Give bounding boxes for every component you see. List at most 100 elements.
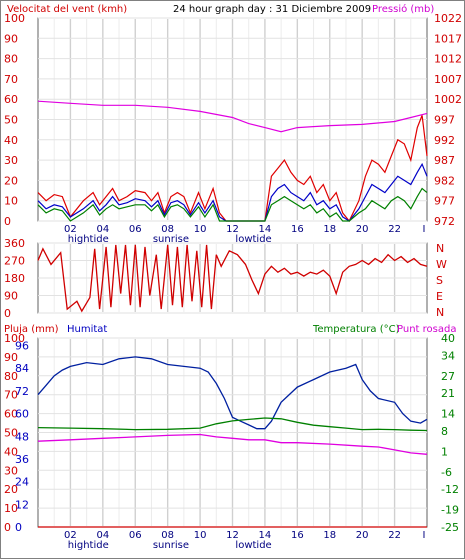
rain-tick-label: 90 xyxy=(4,351,18,364)
pressure-tick-label: 1007 xyxy=(434,73,462,86)
wind-tick-label: 0 xyxy=(4,215,11,228)
panel3-x-tick-label: 10 xyxy=(194,530,207,541)
panel1-axes: 0 10 20 30 40 50 60 70 80 90 100 972 977 982 987 992 997… xyxy=(4,12,462,245)
series-pressure-line xyxy=(37,100,428,133)
panel1-x-tick-label: 08 xyxy=(161,224,174,235)
panel1-x-tick-label: I xyxy=(423,224,426,235)
series-low-line xyxy=(37,187,428,222)
panel3-axes: 0 10 20 30 40 50 60 70 80 90 100 0 12 24 36 48 60 72 84 96 -… xyxy=(4,332,459,551)
panel3-x-tick-label: 04 xyxy=(96,530,109,541)
panel3-series xyxy=(37,356,428,528)
pressure-tick-label: 1017 xyxy=(434,32,462,45)
rain-tick-label: 0 xyxy=(4,521,11,534)
wind-tick-label: 80 xyxy=(4,53,18,66)
temperature-tick-label: 27 xyxy=(441,370,455,383)
humidity-tick-label: 72 xyxy=(15,385,29,398)
wind-tick-label: 90 xyxy=(4,32,18,45)
panel3-event-label: sunrise xyxy=(153,540,189,551)
temperature-tick-label: 8 xyxy=(441,425,448,438)
panel1-x-tick-label: 18 xyxy=(323,224,336,235)
panel3-x-tick-label: 22 xyxy=(388,530,401,541)
rain-tick-label: 80 xyxy=(4,370,18,383)
wind-tick-label: 60 xyxy=(4,93,18,106)
pressure-tick-label: 982 xyxy=(434,174,455,187)
direction-tick-label: 0 xyxy=(4,307,11,320)
panel3-x-tick-label: 14 xyxy=(259,530,272,541)
series-humidity-line xyxy=(37,356,428,430)
panel1-x-tick-label: 04 xyxy=(96,224,109,235)
panel2-series xyxy=(37,244,428,313)
humidity-tick-label: 84 xyxy=(15,362,29,375)
panel1-series xyxy=(37,100,428,223)
compass-label: E xyxy=(436,290,443,303)
wind-tick-label: 20 xyxy=(4,174,18,187)
panel3-x-tick-label: 08 xyxy=(161,530,174,541)
panel1-x-tick-label: 20 xyxy=(356,224,369,235)
pressure-title: Pressió (mb) xyxy=(372,3,434,15)
humidity-tick-label: 12 xyxy=(15,498,29,511)
panel3-grid xyxy=(38,337,427,528)
direction-tick-label: 180 xyxy=(4,272,25,285)
compass-label: W xyxy=(436,258,447,271)
panel1-x-tick-label: 22 xyxy=(388,224,401,235)
temperature-tick-label: 34 xyxy=(441,349,455,362)
panel1-grid xyxy=(38,17,427,222)
panel3-x-tick-label: 12 xyxy=(226,530,239,541)
temperature-tick-label: 1 xyxy=(441,445,448,458)
panel3-x-tick-label: 16 xyxy=(291,530,304,541)
humidity-tick-label: 96 xyxy=(15,340,29,353)
rain-tick-label: 10 xyxy=(4,502,18,515)
temperature-tick-label: 14 xyxy=(441,408,455,421)
panel3-x-tick-label: 18 xyxy=(323,530,336,541)
graph-title: 24 hour graph day : 31 Diciembre 2009 xyxy=(173,4,371,15)
series-direction-line xyxy=(37,244,428,313)
direction-tick-label: 270 xyxy=(4,255,25,268)
panel1-x-tick-label: 16 xyxy=(291,224,304,235)
wind-tick-label: 50 xyxy=(4,114,18,127)
rain-tick-label: 100 xyxy=(4,332,25,345)
panel1-x-tick-label: 14 xyxy=(259,224,272,235)
wind-title: Velocitat del vent (kmh) xyxy=(7,4,127,15)
pressure-tick-label: 987 xyxy=(434,154,455,167)
rain-label: Pluja (mm) xyxy=(4,324,59,335)
panel1-x-tick-label: 12 xyxy=(226,224,239,235)
pressure-tick-label: 1022 xyxy=(434,12,462,25)
panel1-event-label: lowtide xyxy=(235,234,271,245)
pressure-tick-label: 992 xyxy=(434,134,455,147)
series-temperature-line xyxy=(37,417,428,432)
panel3-x-tick-label: 06 xyxy=(129,530,142,541)
rain-tick-label: 70 xyxy=(4,389,18,402)
panel1-x-tick-label: 02 xyxy=(64,224,77,235)
panel1-x-tick-label: 06 xyxy=(129,224,142,235)
temperature-tick-label: -19 xyxy=(441,504,459,517)
humidity-tick-label: 24 xyxy=(15,476,29,489)
panel3-x-tick-label: 20 xyxy=(356,530,369,541)
panel1-x-tick-label: 10 xyxy=(194,224,207,235)
humidity-tick-label: 48 xyxy=(15,430,29,443)
series-dewpoint-line xyxy=(37,433,428,455)
panel1-event-label: hightide xyxy=(68,234,109,245)
humidity-tick-label: 0 xyxy=(15,521,22,534)
wind-tick-label: 30 xyxy=(4,154,18,167)
compass-label: N xyxy=(436,306,444,319)
temperature-label: Temperatura (°C) xyxy=(312,324,400,335)
temperature-tick-label: -25 xyxy=(441,521,459,534)
pressure-tick-label: 972 xyxy=(434,215,455,228)
humidity-tick-label: 36 xyxy=(15,453,29,466)
pressure-tick-label: 1002 xyxy=(434,93,462,106)
temperature-tick-label: 40 xyxy=(441,332,455,345)
panel3-event-label: lowtide xyxy=(235,540,271,551)
humidity-label: Humitat xyxy=(67,324,107,335)
dewpoint-label: Punt rosada xyxy=(397,324,456,335)
wind-tick-label: 70 xyxy=(4,73,18,86)
wind-tick-label: 10 xyxy=(4,195,18,208)
temperature-tick-label: -6 xyxy=(441,466,452,479)
direction-tick-label: 360 xyxy=(4,237,25,250)
humidity-tick-label: 60 xyxy=(15,408,29,421)
pressure-tick-label: 1012 xyxy=(434,53,462,66)
pressure-tick-label: 977 xyxy=(434,195,455,208)
wind-tick-label: 100 xyxy=(4,12,25,25)
panel3-x-tick-label: I xyxy=(423,530,426,541)
